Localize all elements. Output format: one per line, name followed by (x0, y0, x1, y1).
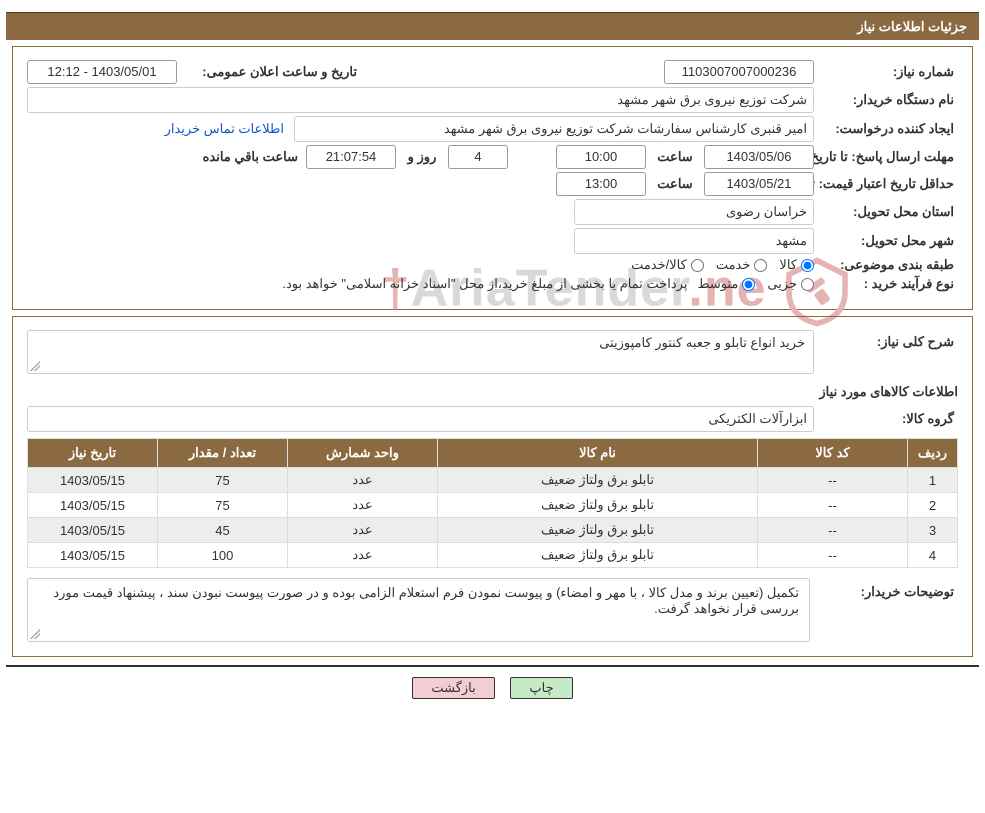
radio-service-input[interactable] (754, 259, 767, 272)
cell-unit: عدد (288, 518, 438, 543)
requester-value: امیر قنبری کارشناس سفارشات شرکت توزیع نی… (294, 116, 814, 142)
cell-name: تابلو برق ولتاژ ضعیف (438, 493, 758, 518)
th-date: تاریخ نیاز (28, 439, 158, 468)
items-table: ردیف کد کالا نام کالا واحد شمارش تعداد /… (27, 438, 958, 568)
cell-qty: 75 (158, 493, 288, 518)
cell-idx: 1 (908, 468, 958, 493)
buyer-contact-link[interactable]: اطلاعات تماس خریدار (159, 121, 290, 137)
cell-date: 1403/05/15 (28, 493, 158, 518)
price-valid-time: 13:00 (556, 172, 646, 196)
items-panel: شرح کلی نیاز: خرید انواع تابلو و جعبه کن… (12, 316, 973, 657)
radio-small[interactable]: جزیی (767, 276, 814, 292)
back-button[interactable]: بازگشت (412, 677, 494, 699)
panel-header: جزئیات اطلاعات نیاز (6, 12, 979, 40)
time-label-2: ساعت (650, 176, 700, 192)
cell-date: 1403/05/15 (28, 518, 158, 543)
cell-unit: عدد (288, 543, 438, 568)
radio-small-input[interactable] (801, 278, 814, 291)
category-radio-group: کالا خدمت کالا/خدمت (631, 257, 814, 273)
radio-medium[interactable]: متوسط (697, 276, 755, 292)
radio-medium-input[interactable] (742, 278, 755, 291)
deadline-time: 10:00 (556, 145, 646, 169)
cell-unit: عدد (288, 493, 438, 518)
cell-qty: 100 (158, 543, 288, 568)
table-row: 1 -- تابلو برق ولتاژ ضعیف عدد 75 1403/05… (28, 468, 958, 493)
th-name: نام کالا (438, 439, 758, 468)
th-idx: ردیف (908, 439, 958, 468)
radio-goods-service-label: کالا/خدمت (631, 257, 687, 273)
cell-qty: 45 (158, 518, 288, 543)
cell-idx: 4 (908, 543, 958, 568)
days-and-label: روز و (400, 149, 444, 165)
province-value: خراسان رضوی (574, 199, 814, 225)
details-panel: AriaTender.ne† شماره نیاز: 1103007007000… (12, 46, 973, 310)
deadline-date: 1403/05/06 (704, 145, 814, 169)
buyer-notes-label: توضیحات خریدار: (818, 578, 958, 600)
category-label: طبقه بندی موضوعی: (818, 257, 958, 273)
price-valid-label: حداقل تاریخ اعتبار قیمت: تا تاریخ: (818, 176, 958, 192)
radio-service-label: خدمت (716, 257, 751, 273)
th-qty: تعداد / مقدار (158, 439, 288, 468)
cell-code: -- (758, 493, 908, 518)
buyer-org-label: نام دستگاه خریدار: (818, 92, 958, 108)
province-label: استان محل تحویل: (818, 204, 958, 220)
general-desc-text: خرید انواع تابلو و جعبه کنتور کامپوزیتی (599, 335, 805, 350)
table-row: 4 -- تابلو برق ولتاژ ضعیف عدد 100 1403/0… (28, 543, 958, 568)
cell-unit: عدد (288, 468, 438, 493)
deadline-label: مهلت ارسال پاسخ: تا تاریخ: (818, 149, 958, 165)
cell-code: -- (758, 468, 908, 493)
radio-goods-service[interactable]: کالا/خدمت (631, 257, 704, 273)
buyer-org-value: شرکت توزیع نیروی برق شهر مشهد (27, 87, 814, 113)
th-unit: واحد شمارش (288, 439, 438, 468)
cell-idx: 2 (908, 493, 958, 518)
footer: چاپ بازگشت (6, 665, 979, 719)
buyer-notes-box: تکمیل (تعیین برند و مدل کالا ، با مهر و … (27, 578, 810, 642)
radio-goods[interactable]: کالا (779, 257, 814, 273)
radio-service[interactable]: خدمت (716, 257, 768, 273)
city-value: مشهد (574, 228, 814, 254)
purchase-type-label: نوع فرآیند خرید : (818, 276, 958, 292)
purchase-type-radio-group: جزیی متوسط (697, 276, 814, 292)
radio-goods-input[interactable] (801, 259, 814, 272)
items-section-title: اطلاعات کالاهای مورد نیاز (27, 384, 958, 400)
cell-code: -- (758, 543, 908, 568)
table-row: 3 -- تابلو برق ولتاژ ضعیف عدد 45 1403/05… (28, 518, 958, 543)
th-code: کد کالا (758, 439, 908, 468)
requester-label: ایجاد کننده درخواست: (818, 121, 958, 137)
announce-label: تاریخ و ساعت اعلان عمومی: (181, 64, 361, 80)
cell-code: -- (758, 518, 908, 543)
cell-date: 1403/05/15 (28, 468, 158, 493)
buyer-notes-text: تکمیل (تعیین برند و مدل کالا ، با مهر و … (53, 585, 799, 616)
remaining-label: ساعت باقي مانده (199, 149, 302, 165)
radio-goods-service-input[interactable] (691, 259, 704, 272)
cell-date: 1403/05/15 (28, 543, 158, 568)
countdown: 21:07:54 (306, 145, 396, 169)
goods-group-label: گروه کالا: (818, 411, 958, 427)
radio-goods-label: کالا (779, 257, 797, 273)
price-valid-date: 1403/05/21 (704, 172, 814, 196)
cell-name: تابلو برق ولتاژ ضعیف (438, 468, 758, 493)
purchase-type-note: پرداخت تمام یا بخشی از مبلغ خرید،از محل … (276, 276, 693, 292)
announce-value: 1403/05/01 - 12:12 (27, 60, 177, 84)
general-desc-label: شرح کلی نیاز: (818, 330, 958, 350)
cell-name: تابلو برق ولتاژ ضعیف (438, 543, 758, 568)
cell-name: تابلو برق ولتاژ ضعیف (438, 518, 758, 543)
panel-title: جزئیات اطلاعات نیاز (857, 19, 967, 34)
general-desc-box: خرید انواع تابلو و جعبه کنتور کامپوزیتی (27, 330, 814, 374)
need-no-label: شماره نیاز: (818, 64, 958, 80)
print-button[interactable]: چاپ (510, 677, 572, 699)
radio-small-label: جزیی (767, 276, 797, 292)
need-no-value: 1103007007000236 (664, 60, 814, 84)
cell-qty: 75 (158, 468, 288, 493)
goods-group-value: ابزارآلات الکتریکی (27, 406, 814, 432)
city-label: شهر محل تحویل: (818, 233, 958, 249)
cell-idx: 3 (908, 518, 958, 543)
days-left: 4 (448, 145, 508, 169)
radio-medium-label: متوسط (697, 276, 738, 292)
time-label-1: ساعت (650, 149, 700, 165)
table-row: 2 -- تابلو برق ولتاژ ضعیف عدد 75 1403/05… (28, 493, 958, 518)
